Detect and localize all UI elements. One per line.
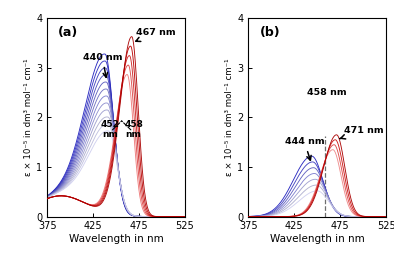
X-axis label: Wavelength in nm: Wavelength in nm (69, 234, 164, 244)
Text: 458 nm: 458 nm (307, 88, 346, 97)
Text: 440 nm: 440 nm (83, 53, 122, 77)
Y-axis label: ε × 10⁻⁵ in dm³ mol⁻¹ cm⁻¹: ε × 10⁻⁵ in dm³ mol⁻¹ cm⁻¹ (225, 59, 234, 176)
X-axis label: Wavelength in nm: Wavelength in nm (270, 234, 364, 244)
Text: 458
nm: 458 nm (124, 120, 143, 139)
Text: 444 nm: 444 nm (284, 137, 324, 160)
Text: (b): (b) (259, 26, 280, 39)
Text: 467 nm: 467 nm (136, 28, 176, 41)
Text: (a): (a) (58, 26, 78, 39)
Text: 452
nm: 452 nm (100, 120, 119, 139)
Text: 471 nm: 471 nm (340, 126, 383, 139)
Y-axis label: ε × 10⁻⁵ in dm³ mol⁻¹ cm⁻¹: ε × 10⁻⁵ in dm³ mol⁻¹ cm⁻¹ (24, 59, 33, 176)
